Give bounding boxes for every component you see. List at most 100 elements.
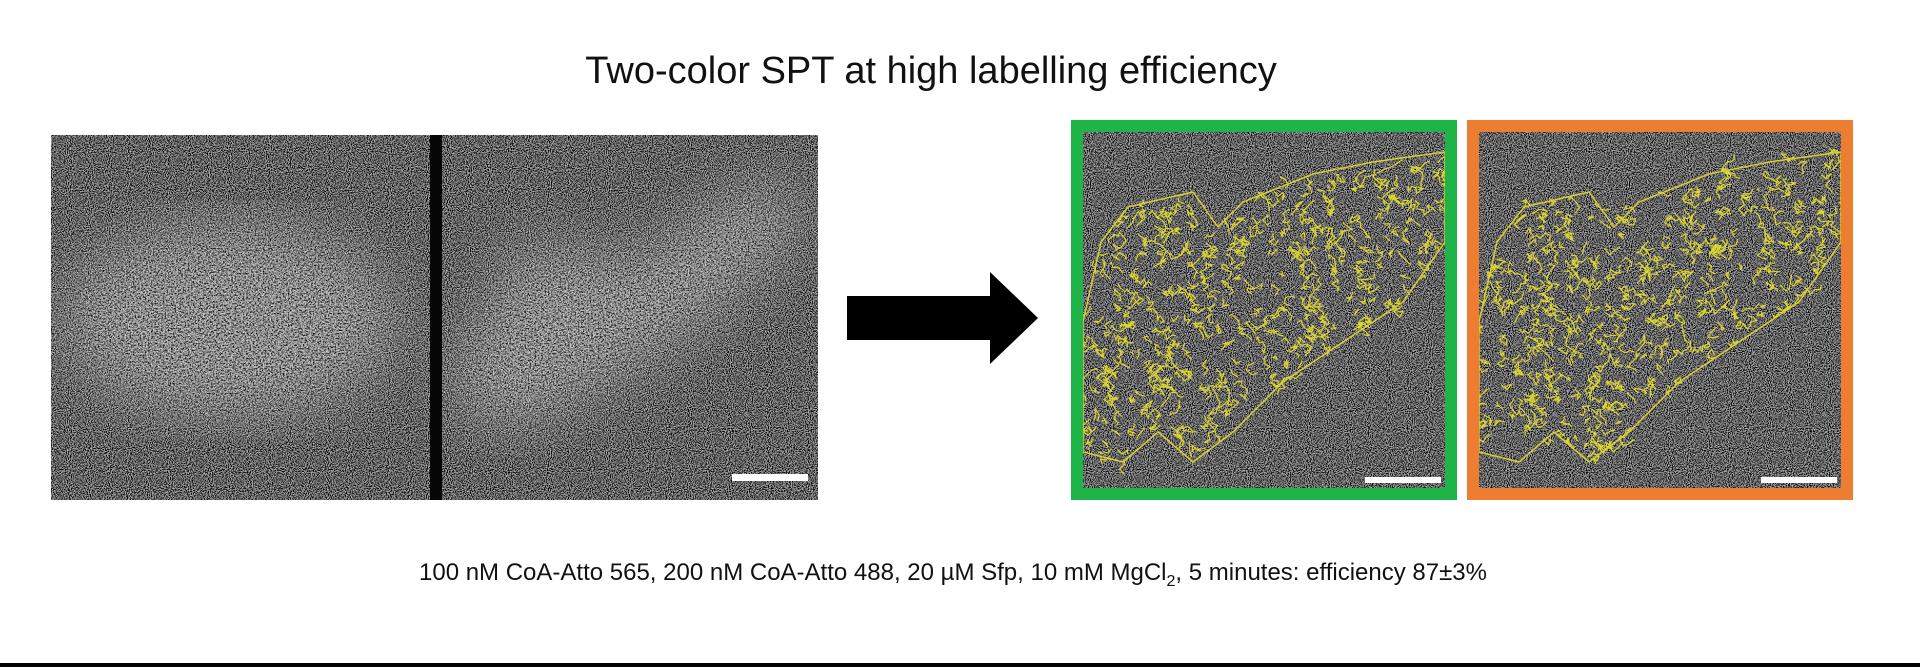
trajectory <box>1432 170 1441 184</box>
scale-bar <box>1761 477 1837 483</box>
trajectory <box>1589 371 1601 391</box>
trajectory <box>1548 197 1557 207</box>
trajectory <box>1542 366 1554 375</box>
trajectory <box>1188 265 1199 280</box>
trajectory <box>1554 209 1563 217</box>
trajectory <box>1114 302 1123 312</box>
trajectory <box>1211 379 1223 409</box>
trajectory <box>1295 242 1302 255</box>
trajectory <box>1649 346 1657 359</box>
trajectory <box>1571 313 1585 325</box>
trajectory <box>1097 347 1109 360</box>
trajectory <box>1714 208 1731 216</box>
trajectory <box>1398 199 1410 208</box>
trajectory <box>1678 248 1690 256</box>
trajectory <box>1134 277 1153 288</box>
trajectory <box>1534 405 1547 418</box>
trajectory <box>1639 296 1651 306</box>
trajectory <box>1103 391 1114 406</box>
trajectory <box>1434 245 1439 252</box>
trajectory <box>1161 376 1173 384</box>
trajectory <box>1384 235 1391 242</box>
trajectory <box>1638 289 1648 297</box>
trajectory <box>1542 262 1556 279</box>
trajectory <box>1350 186 1358 193</box>
trajectory <box>1508 412 1516 421</box>
trajectory <box>1135 250 1148 262</box>
trajectory <box>1235 244 1247 254</box>
trajectory <box>1650 319 1663 327</box>
trajectory <box>1376 262 1384 270</box>
trajectory <box>1102 259 1106 268</box>
trajectory <box>1102 364 1113 374</box>
trajectory <box>1663 214 1673 228</box>
trajectory <box>1821 173 1832 180</box>
trajectory <box>1358 173 1377 189</box>
trajectory <box>1116 448 1129 455</box>
trajectory <box>1085 438 1094 450</box>
trajectory <box>1239 384 1249 401</box>
trajectory <box>1621 256 1633 273</box>
trajectory <box>1175 342 1181 348</box>
trajectory <box>1604 301 1612 312</box>
trajectory <box>1240 332 1252 340</box>
trajectory <box>1186 208 1199 232</box>
trajectory <box>1479 418 1488 429</box>
trajectory <box>1169 400 1181 416</box>
trajectory <box>1346 291 1354 303</box>
trajectory <box>1708 244 1718 253</box>
trajectory <box>1767 270 1780 276</box>
trajectory <box>1134 389 1146 398</box>
trajectory <box>1554 313 1573 323</box>
trajectory <box>1183 314 1192 325</box>
trajectory <box>1757 266 1771 274</box>
trajectory <box>1154 384 1166 397</box>
trajectory <box>1137 233 1152 246</box>
trajectory <box>1521 198 1531 208</box>
trajectory <box>1307 324 1330 339</box>
trajectory <box>1262 354 1271 371</box>
trajectory <box>1775 174 1782 188</box>
trajectory <box>1333 172 1346 184</box>
trajectory <box>1617 285 1630 292</box>
trajectory <box>1188 441 1193 458</box>
trajectory <box>1689 246 1704 261</box>
trajectory <box>1647 376 1657 391</box>
trajectory <box>1203 232 1215 239</box>
trajectory <box>1680 232 1692 248</box>
trajectory <box>1816 217 1830 228</box>
trajectory <box>1299 231 1306 241</box>
trajectory <box>1117 337 1128 348</box>
trajectory <box>1783 240 1792 250</box>
trajectory <box>1353 308 1360 317</box>
trajectory <box>1533 328 1545 334</box>
trajectory <box>1532 257 1543 274</box>
trajectory <box>1797 160 1808 175</box>
trajectory <box>1133 267 1140 283</box>
trajectory <box>1727 239 1739 248</box>
trajectory <box>1304 344 1311 354</box>
trajectory <box>1587 215 1595 220</box>
trajectory <box>1543 373 1550 377</box>
trajectory <box>1550 310 1566 317</box>
caption-start: 100 nM CoA-Atto 565, 200 nM CoA-Atto 488… <box>419 559 1167 586</box>
trajectory <box>1603 341 1614 351</box>
trajectory <box>1287 245 1299 259</box>
trajectory <box>1243 279 1255 295</box>
trajectory <box>1823 162 1832 170</box>
trajectory <box>1790 241 1805 256</box>
trajectory <box>1564 259 1571 270</box>
trajectory <box>1796 210 1805 215</box>
trajectory <box>1153 206 1166 219</box>
trajectory <box>1513 213 1528 230</box>
trajectory <box>1191 321 1202 327</box>
trajectory <box>1819 256 1827 267</box>
trajectory <box>1283 295 1295 307</box>
trajectory <box>1546 283 1553 290</box>
trajectory <box>1338 249 1346 263</box>
trajectory <box>1150 364 1162 383</box>
trajectory <box>1499 349 1505 357</box>
trajectory <box>1564 233 1575 242</box>
trajectory <box>1479 387 1490 402</box>
trajectory <box>1762 169 1778 183</box>
